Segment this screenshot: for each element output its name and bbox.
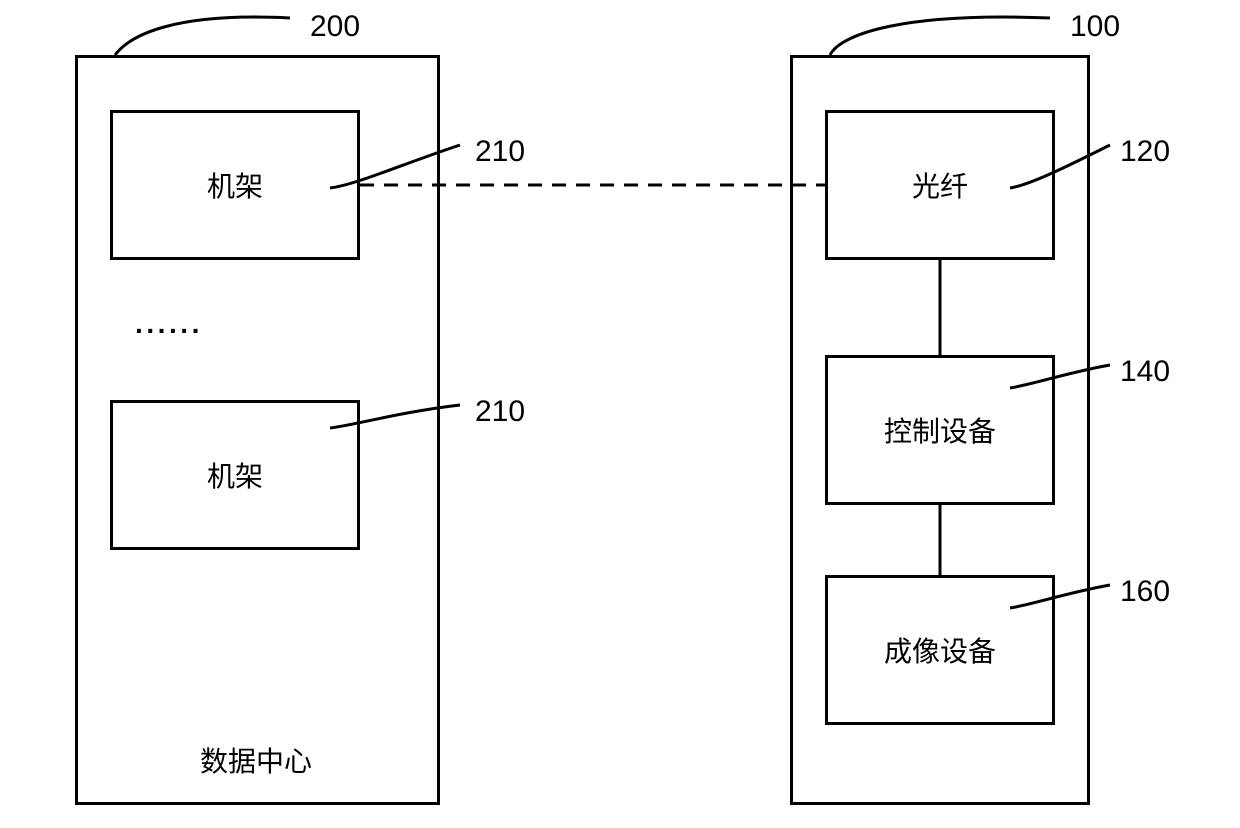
ref-200: 200 <box>310 10 360 44</box>
rack-box-1-label: 机架 <box>207 165 263 205</box>
control-box-label: 控制设备 <box>884 410 996 450</box>
ref-140: 140 <box>1120 355 1170 389</box>
ref-210a: 210 <box>475 135 525 169</box>
imaging-box: 成像设备 <box>825 575 1055 725</box>
ref-210b: 210 <box>475 395 525 429</box>
ellipsis: ······ <box>135 315 203 347</box>
fiber-box: 光纤 <box>825 110 1055 260</box>
control-box: 控制设备 <box>825 355 1055 505</box>
datacenter-caption: 数据中心 <box>200 740 312 780</box>
diagram-canvas: 机架 ······ 机架 数据中心 光纤 控制设备 成像设备 200 210 2… <box>0 0 1240 828</box>
imaging-box-label: 成像设备 <box>884 630 996 670</box>
fiber-box-label: 光纤 <box>912 165 968 205</box>
rack-box-2-label: 机架 <box>207 455 263 495</box>
ref-160: 160 <box>1120 575 1170 609</box>
ref-100: 100 <box>1070 10 1120 44</box>
rack-box-1: 机架 <box>110 110 360 260</box>
ref-120: 120 <box>1120 135 1170 169</box>
leader-100 <box>830 17 1050 55</box>
rack-box-2: 机架 <box>110 400 360 550</box>
leader-200 <box>115 17 290 55</box>
